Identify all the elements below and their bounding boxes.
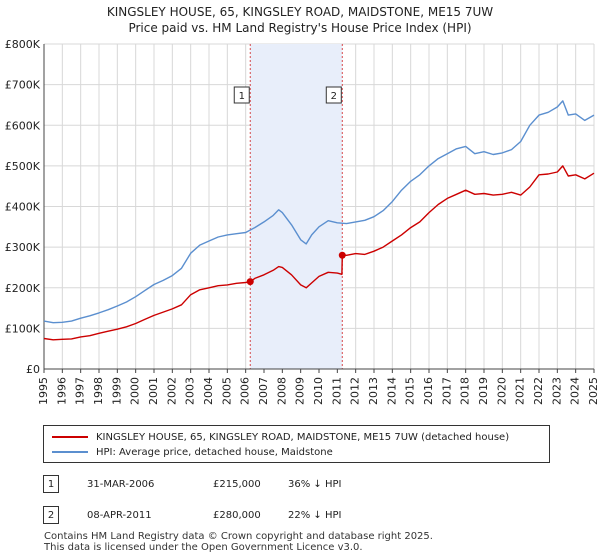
x-tick-label: 2002: [165, 377, 178, 405]
chart-title-line-2: Price paid vs. HM Land Registry's House …: [128, 21, 472, 35]
x-tick-label: 2008: [275, 377, 288, 405]
sale-row-1: 1 31-MAR-2006 £215,000 36% ↓ HPI: [43, 473, 341, 495]
legend-label-hpi: HPI: Average price, detached house, Maid…: [96, 446, 333, 458]
x-tick-label: 2021: [514, 377, 527, 405]
x-tick-label: 2010: [312, 377, 325, 405]
x-tick-label: 2025: [587, 377, 600, 405]
sale-date: 08-APR-2011: [87, 509, 152, 521]
x-tick-label: 2005: [220, 377, 233, 405]
chart-legend: KINGSLEY HOUSE, 65, KINGSLEY ROAD, MAIDS…: [43, 425, 550, 463]
x-tick-label: 2011: [330, 377, 343, 405]
y-tick-label: £200K: [5, 282, 41, 295]
x-tick-label: 2014: [385, 377, 398, 405]
x-tick-label: 2004: [202, 377, 215, 405]
y-tick-label: £300K: [5, 241, 41, 254]
x-tick-label: 2013: [367, 377, 380, 405]
x-tick-label: 2017: [440, 377, 453, 405]
x-tick-label: 2003: [184, 377, 197, 405]
y-tick-label: £0: [26, 363, 40, 376]
sale-label-box: [233, 86, 250, 104]
y-tick-label: £100K: [5, 322, 41, 335]
sale-point: [338, 251, 346, 259]
chart-title-line-1: KINGSLEY HOUSE, 65, KINGSLEY ROAD, MAIDS…: [106, 5, 494, 19]
x-tick-label: 2012: [349, 377, 362, 405]
sale-hpi-diff: 22% ↓ HPI: [288, 509, 342, 521]
x-tick-label: 2007: [257, 377, 270, 405]
x-tick-label: 2016: [422, 377, 435, 405]
sale-label-box: [325, 86, 342, 104]
chart-title: KINGSLEY HOUSE, 65, KINGSLEY ROAD, MAIDS…: [0, 4, 600, 36]
sale-hpi-diff: 36% ↓ HPI: [288, 478, 342, 490]
x-tick-label: 1997: [74, 377, 87, 405]
sale-label-number: 2: [331, 91, 337, 102]
y-tick-label: £400K: [5, 201, 41, 214]
sale-date: 31-MAR-2006: [87, 478, 155, 490]
x-tick-label: 2000: [129, 377, 142, 405]
series-line-property: [43, 165, 595, 341]
price-chart: £0 £100K £200K £300K £400K £500K £600K £700K £80…: [5, 38, 600, 405]
sale-row-2: 2 08-APR-2011 £280,000 22% ↓ HPI: [43, 504, 341, 526]
x-tick-label: 2022: [532, 377, 545, 405]
x-tick-label: 2015: [404, 377, 417, 405]
x-tick-label: 1996: [55, 377, 68, 405]
sale-number-badge: 1: [43, 475, 59, 493]
legend-label-property: KINGSLEY HOUSE, 65, KINGSLEY ROAD, MAIDS…: [96, 431, 510, 443]
y-tick-label: £600K: [5, 119, 41, 132]
footer-attribution: Contains HM Land Registry data © Crown c…: [44, 531, 433, 553]
sale-label-number: 1: [239, 91, 245, 102]
y-tick-label: £700K: [5, 79, 41, 92]
x-tick-label: 2024: [569, 377, 582, 405]
footer-line-1: Contains HM Land Registry data © Crown c…: [44, 531, 433, 542]
legend-item-hpi: HPI: Average price, detached house, Maid…: [52, 445, 333, 459]
x-tick-label: 2009: [294, 377, 307, 405]
x-tick-label: 2006: [239, 377, 252, 405]
footer-line-2: This data is licensed under the Open Gov…: [44, 542, 363, 553]
y-tick-label: £500K: [5, 160, 41, 173]
y-tick-label: £800K: [5, 38, 41, 51]
sale-point: [246, 278, 254, 286]
x-tick-label: 2001: [147, 377, 160, 405]
legend-line-property: [52, 436, 88, 438]
x-tick-label: 2023: [550, 377, 563, 405]
sale-number-badge: 2: [43, 506, 59, 524]
sale-price: £215,000: [213, 478, 261, 490]
x-tick-label: 2018: [459, 377, 472, 405]
x-tick-label: 2020: [495, 377, 508, 405]
legend-item-property: KINGSLEY HOUSE, 65, KINGSLEY ROAD, MAIDS…: [52, 430, 509, 444]
x-tick-label: 2019: [477, 377, 490, 405]
series-line-hpi: [43, 100, 595, 324]
x-tick-label: 1998: [92, 377, 105, 405]
x-tick-label: 1999: [110, 377, 123, 405]
sale-price: £280,000: [213, 509, 261, 521]
legend-line-hpi: [52, 451, 88, 453]
x-tick-label: 1995: [37, 377, 50, 405]
